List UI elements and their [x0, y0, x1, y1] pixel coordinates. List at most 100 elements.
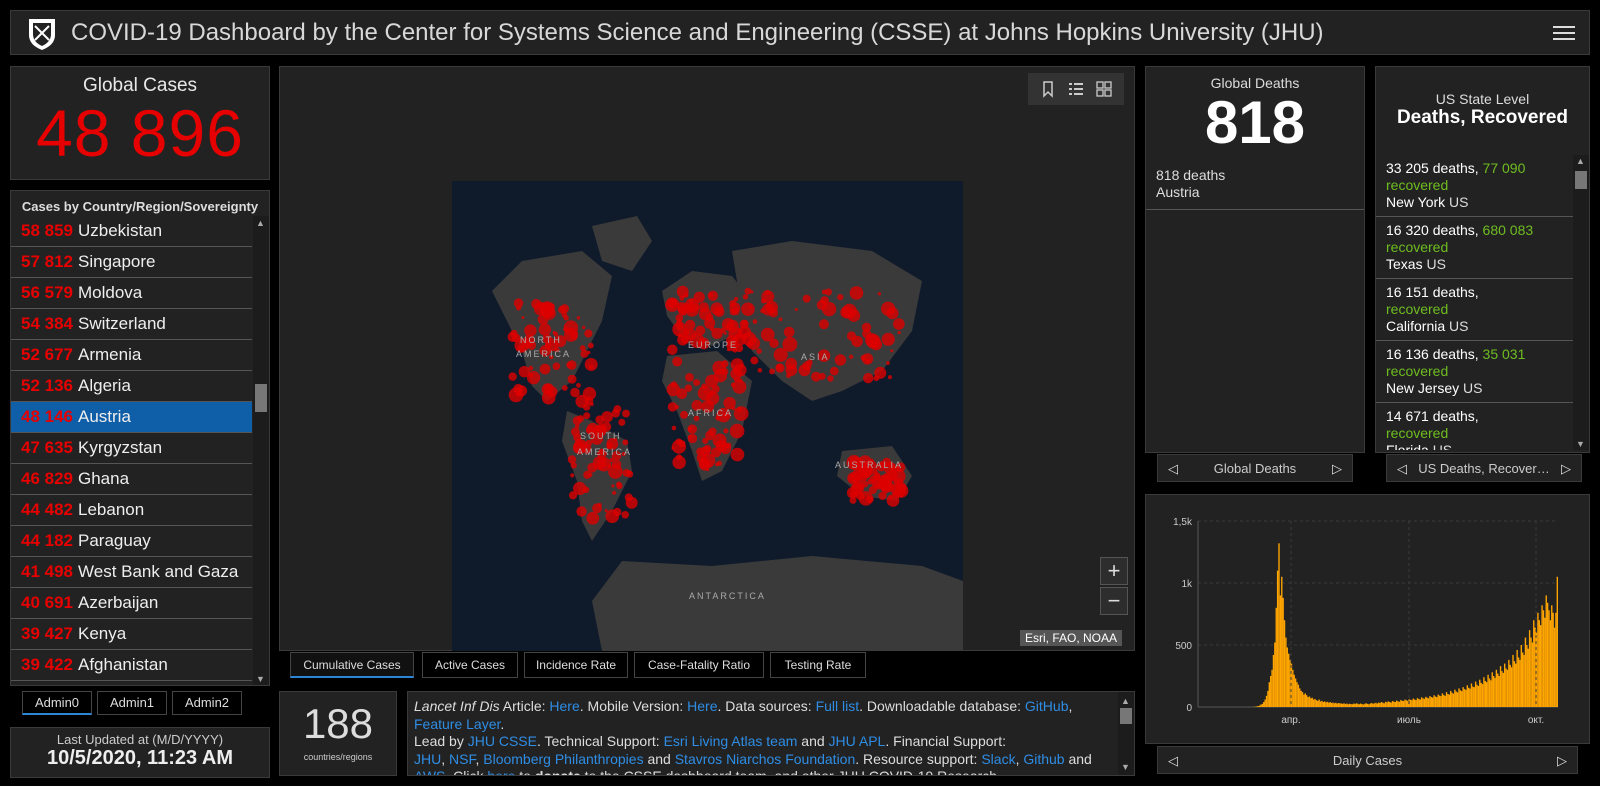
tab-case-fatality-ratio[interactable]: Case-Fatality Ratio [634, 652, 764, 678]
country-list-item[interactable]: 46 829 Ghana [11, 464, 252, 495]
us-state-list-item[interactable]: 14 671 deaths, recovered Florida US [1376, 403, 1575, 450]
daily-cases-bar [1256, 706, 1258, 707]
case-bubble [893, 318, 905, 330]
stavros-link[interactable]: Stavros Niarchos Foundation [674, 750, 856, 767]
info-scrollbar[interactable]: ▲ ▼ [1118, 692, 1134, 775]
daily-cases-bar [1382, 702, 1384, 707]
case-bubble [511, 333, 521, 343]
scroll-down-icon[interactable]: ▼ [1576, 439, 1585, 449]
here-link[interactable]: here [487, 768, 516, 776]
y-tick-label: 500 [1175, 641, 1192, 652]
scroll-up-icon[interactable]: ▲ [1121, 696, 1130, 706]
next-arrow-icon[interactable]: ▷ [1557, 753, 1567, 768]
country-list-item[interactable]: 44 482 Lebanon [11, 495, 252, 526]
bookmark-icon[interactable] [1038, 79, 1058, 99]
us-list-scrollbar[interactable]: ▲ ▼ [1573, 155, 1589, 450]
prev-arrow-icon[interactable]: ◁ [1397, 461, 1407, 476]
country-list-scrollbar[interactable]: ▲ ▼ [253, 216, 269, 685]
tab-admin0[interactable]: Admin0 [22, 691, 92, 715]
tab-testing-rate[interactable]: Testing Rate [770, 652, 866, 678]
case-bubble [818, 319, 829, 330]
case-bubble [704, 317, 716, 329]
legend-list-icon[interactable] [1066, 79, 1086, 99]
daily-cases-bar [1292, 669, 1294, 707]
country-list-item[interactable]: 47 635 Kyrgyzstan [11, 433, 252, 464]
scroll-up-icon[interactable]: ▲ [256, 218, 265, 228]
scrollbar-thumb[interactable] [1575, 171, 1587, 189]
basemap-gallery-icon[interactable] [1094, 79, 1114, 99]
next-arrow-icon[interactable]: ▷ [1332, 461, 1342, 476]
tab-admin2[interactable]: Admin2 [172, 691, 242, 715]
country-list-item[interactable]: 44 182 Paraguay [11, 526, 252, 557]
scrollbar-thumb[interactable] [255, 384, 267, 412]
daily-cases-bar [1365, 703, 1367, 707]
scroll-up-icon[interactable]: ▲ [1576, 156, 1585, 166]
slack-link[interactable]: Slack [981, 750, 1016, 767]
country-list-item[interactable]: 39 422 Afghanistan [11, 650, 252, 681]
case-bubble [702, 437, 709, 444]
case-bubble [879, 460, 887, 469]
daily-cases-bar [1523, 654, 1525, 707]
zoom-in-button[interactable]: + [1100, 557, 1128, 585]
article-link[interactable]: Here [549, 698, 580, 714]
country-list-item[interactable]: 52 136 Algeria [11, 371, 252, 402]
github-link[interactable]: GitHub [1024, 698, 1069, 714]
case-bubble [570, 427, 580, 437]
tab-active-cases[interactable]: Active Cases [422, 652, 518, 678]
country-list-item[interactable]: 48 146 Austria [11, 402, 252, 433]
map-panel[interactable]: NORTH AMERICA EUROPE ASIA AFRICA SOUTH AMERICA… [279, 66, 1135, 651]
case-bubble [865, 333, 879, 347]
aws-link[interactable]: AWS [414, 768, 446, 776]
daily-cases-bar [1405, 700, 1408, 707]
case-bubble [521, 315, 525, 319]
us-state-list-item[interactable]: 16 151 deaths, recovered California US [1376, 279, 1575, 341]
country-list-item[interactable]: 39 427 Kenya [11, 619, 252, 650]
github2-link[interactable]: Github [1023, 750, 1065, 767]
jhu-apl-link[interactable]: JHU APL [828, 733, 886, 749]
daily-cases-bar [1456, 692, 1459, 707]
daily-cases-bar [1546, 602, 1549, 707]
feature-layer-link[interactable]: Feature Layer [414, 715, 501, 732]
country-list-panel: Cases by Country/Region/Sovereignty 58 8… [10, 190, 270, 686]
esri-link[interactable]: Esri Living Atlas team [663, 733, 798, 749]
deaths-detail-row[interactable]: 818 deaths Austria [1146, 155, 1364, 210]
us-state-list-item[interactable]: 33 205 deaths, 77 090 recovered New York U… [1376, 155, 1575, 217]
full-list-link[interactable]: Full list [815, 698, 860, 714]
hamburger-menu-icon[interactable] [1553, 22, 1575, 42]
next-arrow-icon[interactable]: ▷ [1561, 461, 1571, 476]
bloomberg-link[interactable]: Bloomberg Philanthropies [483, 750, 644, 767]
us-state-list-item[interactable]: 16 136 deaths, 35 031 recovered New Jersey… [1376, 341, 1575, 403]
country-list-item[interactable]: 54 384 Switzerland [11, 309, 252, 340]
recovered-word: recovered [1386, 425, 1449, 441]
country-list-item[interactable]: 56 579 Moldova [11, 278, 252, 309]
prev-arrow-icon[interactable]: ◁ [1168, 461, 1178, 476]
tab-incidence-rate[interactable]: Incidence Rate [524, 652, 628, 678]
daily-cases-bar [1542, 610, 1545, 707]
nsf-link[interactable]: NSF [449, 750, 476, 767]
world-map[interactable]: NORTH AMERICA EUROPE ASIA AFRICA SOUTH AMERICA… [452, 181, 963, 651]
country-list-item[interactable]: 58 859 Uzbekistan [11, 216, 252, 247]
mobile-version-link[interactable]: Here [687, 698, 718, 714]
daily-cases-bar [1401, 700, 1403, 707]
daily-cases-bar [1351, 704, 1354, 707]
jhu-csse-link[interactable]: JHU CSSE [467, 733, 537, 749]
daily-cases-bar [1294, 678, 1297, 707]
jhu-link[interactable]: JHU [414, 750, 442, 767]
country-list-item[interactable]: 52 677 Armenia [11, 340, 252, 371]
tab-cumulative-cases[interactable]: Cumulative Cases [290, 652, 414, 678]
tab-admin1[interactable]: Admin1 [97, 691, 167, 715]
country-list-item[interactable]: 57 812 Singapore [11, 247, 252, 278]
daily-cases-bar [1505, 668, 1507, 707]
daily-cases-bar [1461, 691, 1463, 707]
daily-cases-bar [1545, 595, 1547, 707]
us-state-list-item[interactable]: 16 320 deaths, 680 083 recovered Texas US [1376, 217, 1575, 279]
country-list-item[interactable]: 41 498 West Bank and Gaza [11, 557, 252, 588]
prev-arrow-icon[interactable]: ◁ [1168, 753, 1178, 768]
scroll-down-icon[interactable]: ▼ [1121, 761, 1130, 772]
state-recovered: 680 083 [1482, 222, 1534, 238]
scrollbar-thumb[interactable] [1120, 708, 1132, 724]
country-list-item[interactable]: 40 691 Azerbaijan [11, 588, 252, 619]
zoom-out-button[interactable]: − [1100, 587, 1128, 615]
scroll-down-icon[interactable]: ▼ [256, 674, 265, 684]
daily-cases-bar [1492, 676, 1495, 707]
